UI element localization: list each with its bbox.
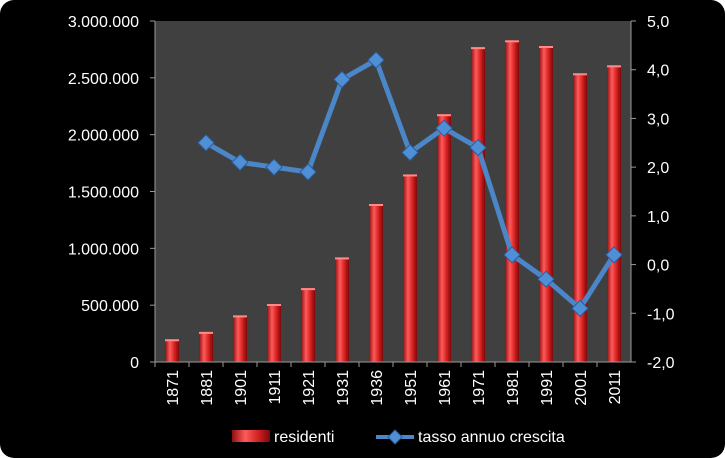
legend: residenti tasso annuo crescita [232, 429, 565, 446]
point-1951 [401, 143, 419, 162]
y-right-tick-label: -2,0 [647, 355, 675, 372]
y-right-tick-label: 2,0 [647, 160, 669, 177]
point-1971 [469, 138, 487, 157]
x-tick-label: 1881 [199, 370, 216, 406]
y-left-tick-label: 1.500.000 [68, 185, 139, 202]
y-right-tick-label: 4,0 [647, 63, 669, 80]
bar-cap-1971 [471, 47, 485, 50]
point-2001 [571, 299, 589, 318]
x-tick-label: 1961 [437, 370, 454, 406]
bar-1981 [505, 40, 519, 362]
x-tick-label: 1931 [335, 370, 352, 406]
y-left-tick-label: 1.000.000 [68, 241, 139, 258]
bar-1961 [437, 114, 451, 362]
x-tick-label: 1921 [301, 370, 318, 406]
y-left-tick-label: 2.000.000 [68, 128, 139, 145]
point-2011 [605, 246, 623, 264]
x-tick-label: 1991 [539, 370, 556, 406]
bar-1871 [165, 339, 179, 362]
point-1981 [503, 246, 521, 264]
bar-1971 [471, 47, 485, 362]
bar-cap-1951 [403, 174, 417, 177]
x-tick-label: 1871 [165, 370, 182, 406]
y-left-tick-label: 3.000.000 [68, 14, 139, 31]
y-right-tick-label: 5,0 [647, 14, 669, 31]
y-right-tick-label: 0,0 [647, 258, 669, 275]
x-tick-label: 1951 [403, 370, 420, 406]
bar-cap-1911 [267, 304, 281, 307]
x-tick-label: 2001 [573, 370, 590, 406]
point-1931 [333, 70, 351, 89]
point-1901 [231, 153, 249, 171]
bar-cap-1961 [437, 114, 451, 117]
axes: 0 500.000 1.000.000 1.500.000 2.000.000 2.500… [68, 14, 675, 406]
y-left-tick-label: 2.500.000 [68, 71, 139, 88]
bar-1911 [267, 304, 281, 362]
bar-cap-1936 [369, 204, 383, 207]
bar-cap-2001 [573, 73, 587, 76]
y-right-tick-label: -1,0 [647, 306, 675, 323]
point-1911 [265, 158, 283, 176]
bar-1991 [539, 46, 553, 363]
point-1881 [197, 134, 215, 152]
bar-1936 [369, 204, 383, 362]
legend-swatch-tasso-marker [387, 429, 403, 445]
bar-cap-1871 [165, 339, 179, 342]
bar-1951 [403, 174, 417, 362]
bar-2011 [607, 65, 621, 362]
y-left-tick-label: 500.000 [81, 298, 139, 315]
point-1921 [299, 163, 317, 181]
x-tick-label: 1936 [369, 370, 386, 406]
x-tick-label: 1911 [267, 370, 284, 405]
y-right-tick-label: 1,0 [647, 209, 669, 226]
bar-2001 [573, 73, 587, 362]
x-tick-label: 1981 [505, 370, 522, 406]
line-series-tasso [197, 51, 623, 318]
point-1936 [367, 51, 385, 69]
x-tick-label: 1901 [233, 370, 250, 406]
x-tick-label: 2011 [607, 370, 624, 405]
bar-1881 [199, 331, 213, 362]
bar-cap-1931 [335, 257, 349, 260]
bar-cap-1901 [233, 315, 247, 318]
bar-series-residenti [165, 40, 621, 363]
bar-cap-1981 [505, 40, 519, 43]
bar-cap-1921 [301, 288, 315, 291]
bar-1931 [335, 257, 349, 362]
x-tick-label: 1971 [471, 370, 488, 406]
y-left-tick-label: 0 [130, 355, 139, 372]
point-1991 [537, 270, 555, 288]
point-1961 [435, 119, 453, 137]
legend-label-residenti: residenti [274, 429, 334, 446]
plot-area [155, 21, 631, 362]
bar-cap-1881 [199, 331, 213, 334]
legend-swatch-residenti [232, 430, 270, 442]
bar-1901 [233, 315, 247, 362]
legend-label-tasso: tasso annuo crescita [418, 429, 565, 446]
y-right-tick-label: 3,0 [647, 111, 669, 128]
bar-1921 [301, 288, 315, 362]
bar-cap-1991 [539, 46, 553, 49]
bar-cap-2011 [607, 65, 621, 68]
